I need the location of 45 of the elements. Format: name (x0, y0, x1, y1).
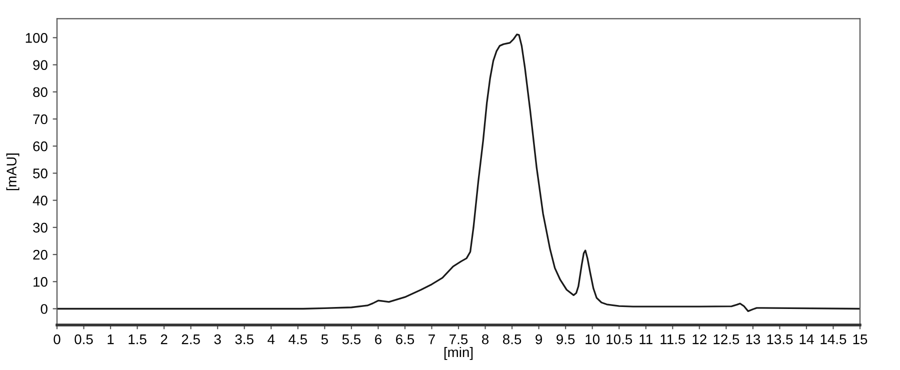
x-axis-title: [min] (444, 346, 473, 360)
x-tick-label: 10 (586, 334, 600, 344)
y-tick-label: 40 (32, 196, 48, 206)
y-tick-label: 100 (26, 33, 48, 43)
x-tick-label: 14 (800, 334, 814, 344)
x-tick-label: 14.5 (820, 334, 846, 344)
y-tick-label: 70 (33, 114, 48, 124)
x-tick-label: 2.5 (182, 334, 200, 344)
x-tick-label: 12.5 (714, 334, 740, 344)
y-tick-label: 90 (33, 60, 48, 70)
x-tick-label: 0 (54, 334, 60, 344)
y-tick-label: 30 (33, 222, 48, 233)
x-tick-label: 2 (160, 334, 168, 344)
y-tick-label: 80 (33, 87, 48, 98)
x-tick-label: 5 (321, 334, 328, 344)
x-tick-label: 13.5 (767, 334, 793, 344)
x-tick-label: 13 (746, 334, 760, 344)
x-tick-label: 4.5 (288, 334, 307, 344)
x-tick-label: 5.5 (342, 334, 361, 344)
y-tick-label: 10 (34, 276, 48, 287)
x-tick-label: 3 (214, 334, 221, 344)
x-tick-label: 12 (692, 334, 706, 344)
y-tick-label: 60 (33, 141, 48, 152)
x-tick-label: 9 (536, 334, 542, 344)
line-series (57, 34, 860, 312)
y-tick-label: 20 (33, 250, 48, 260)
x-tick-label: 15 (853, 334, 868, 344)
x-tick-label: 9.5 (556, 334, 575, 344)
x-tick-label: 11.5 (660, 334, 686, 344)
x-tick-label: 1.5 (128, 334, 146, 344)
x-tick-label: 6 (375, 334, 382, 344)
y-tick-label: 0 (40, 304, 48, 314)
x-tick-label: 7.5 (450, 334, 468, 344)
x-tick-label: 0.5 (74, 334, 93, 344)
x-tick-label: 3.5 (235, 334, 254, 344)
x-tick-label: 1 (108, 334, 114, 344)
y-tick-label: 50 (33, 168, 48, 178)
x-tick-label: 8 (482, 334, 489, 344)
x-tick-label: 8.5 (502, 334, 522, 344)
x-tick-label: 11 (640, 334, 652, 344)
y-axis-title: [mAU] (6, 154, 20, 190)
x-tick-label: 7 (428, 334, 435, 344)
x-tick-label: 10.5 (606, 334, 632, 344)
x-tick-label: 4 (268, 334, 275, 344)
x-tick-label: 6.5 (396, 334, 414, 344)
